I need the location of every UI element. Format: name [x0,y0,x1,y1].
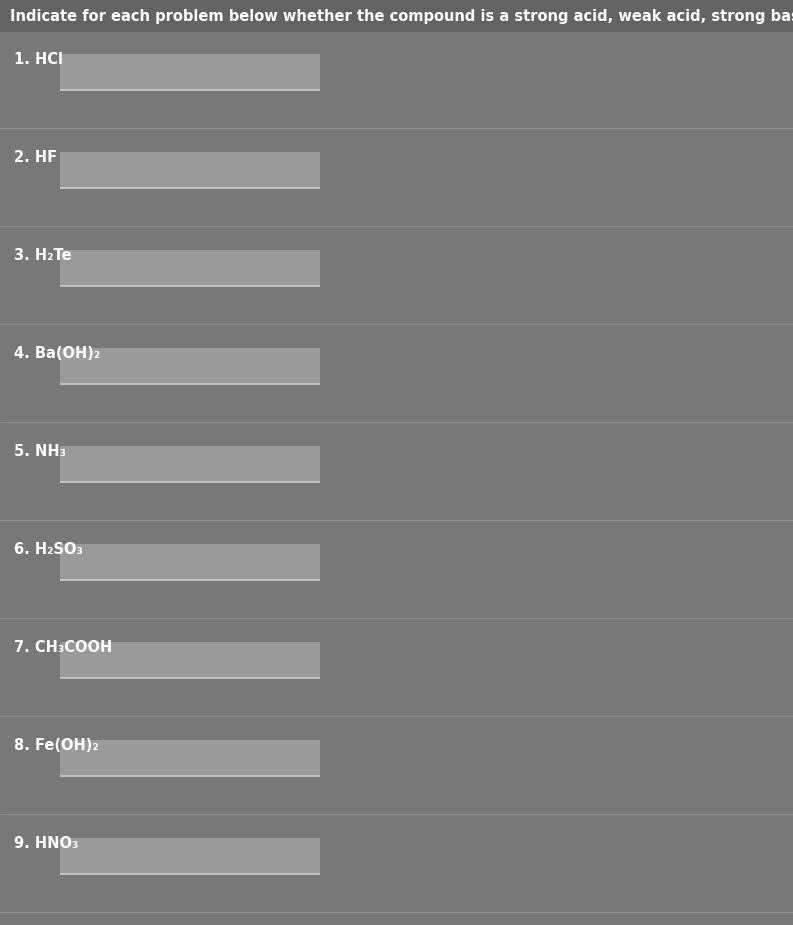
Bar [60,740,320,776]
Text: 4. Ba(OH)₂: 4. Ba(OH)₂ [14,347,100,362]
Bar [60,54,320,90]
Bar [60,152,320,188]
Bar [60,642,320,678]
Text: 3. H₂Te: 3. H₂Te [14,249,71,264]
Bar [60,250,320,286]
Text: 8. Fe(OH)₂: 8. Fe(OH)₂ [14,738,99,754]
Bar [60,544,320,580]
Text: 6. H₂SO₃: 6. H₂SO₃ [14,542,83,558]
Bar [60,446,320,482]
Text: 1. HCl: 1. HCl [14,53,63,68]
Bar [0,0,793,32]
Bar [60,838,320,874]
Text: 7. CH₃COOH: 7. CH₃COOH [14,640,113,656]
Text: 5. NH₃: 5. NH₃ [14,445,66,460]
Text: 2. HF: 2. HF [14,151,57,166]
Text: 9. HNO₃: 9. HNO₃ [14,836,79,852]
Text: Indicate for each problem below whether the compound is a strong acid, weak acid: Indicate for each problem below whether … [10,8,793,23]
Bar [60,348,320,384]
